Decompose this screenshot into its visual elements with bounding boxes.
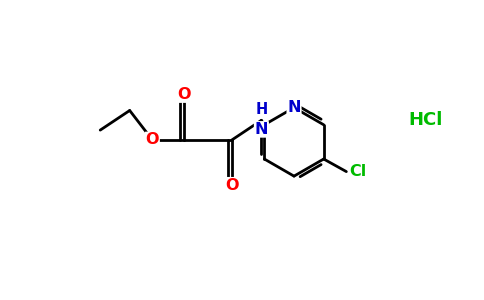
Text: N: N [287,100,301,115]
Text: N: N [255,122,268,137]
Text: O: O [146,132,159,147]
Text: H: H [255,102,268,117]
Text: Cl: Cl [349,164,366,179]
Text: O: O [177,87,191,102]
Text: HCl: HCl [408,111,443,129]
Text: O: O [225,178,239,193]
